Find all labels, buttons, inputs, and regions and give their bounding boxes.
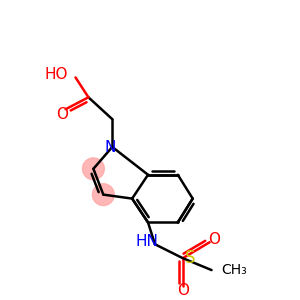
Text: S: S [184,249,195,267]
Circle shape [92,184,114,206]
Text: N: N [105,140,116,155]
Text: O: O [177,284,189,298]
Text: O: O [57,107,69,122]
Circle shape [82,158,104,180]
Text: O: O [208,232,220,247]
Text: CH₃: CH₃ [221,263,247,277]
Text: HO: HO [44,67,68,82]
Text: HN: HN [136,234,158,249]
